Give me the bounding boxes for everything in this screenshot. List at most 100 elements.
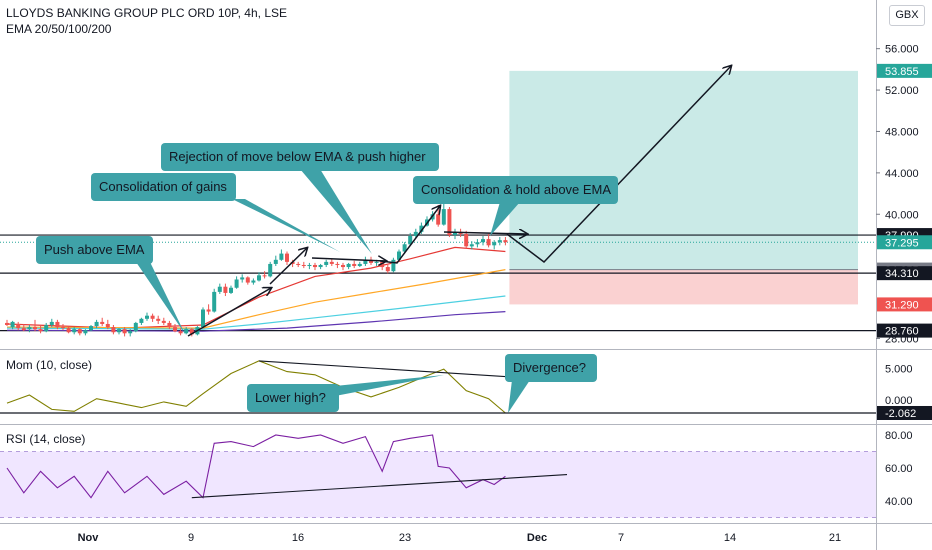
candle xyxy=(363,259,368,264)
price-axis: 56.00052.00048.00044.00040.00028.0005.00… xyxy=(876,44,932,508)
callout-box xyxy=(161,143,439,171)
price-tick-label: 56.000 xyxy=(885,44,919,56)
callout-divergence: Divergence? xyxy=(513,360,586,375)
callout-box xyxy=(36,236,153,264)
candle xyxy=(374,261,379,263)
trend-arrow xyxy=(443,232,527,234)
callout-box xyxy=(413,176,618,204)
callout-push-above-ema: Push above EMA xyxy=(44,242,145,257)
candle xyxy=(329,261,334,264)
candle xyxy=(61,327,65,329)
target-zone xyxy=(509,70,858,270)
callout-tail xyxy=(300,169,372,254)
callout-consolidation-hold: Consolidation & hold above EMA xyxy=(421,182,611,197)
candle xyxy=(436,214,441,225)
candle xyxy=(497,240,502,243)
rsi-trendline xyxy=(191,474,568,499)
price-tag-line xyxy=(877,266,932,281)
time-tick-label: 9 xyxy=(188,532,194,544)
trend-arrow xyxy=(379,206,440,264)
candle xyxy=(49,321,54,326)
candle xyxy=(346,263,351,268)
candle xyxy=(268,263,273,277)
rsi-title: RSI (14, close) xyxy=(6,432,86,446)
candle xyxy=(503,240,508,243)
time-tick-label: 14 xyxy=(724,532,736,544)
candle xyxy=(397,251,401,260)
candle xyxy=(481,239,485,243)
time-tick-label: Nov xyxy=(78,532,100,544)
price-tick-label: 40.000 xyxy=(885,209,919,221)
candle xyxy=(391,259,396,272)
callout-lower-high: Lower high? xyxy=(255,390,326,405)
price-tag-last xyxy=(877,235,932,250)
time-tick-label: 7 xyxy=(618,532,624,544)
candle xyxy=(234,279,239,288)
candle xyxy=(357,263,362,267)
time-axis: Nov 9 16 23 Dec 7 14 21 xyxy=(78,532,842,544)
callout-box xyxy=(505,354,597,382)
candle xyxy=(240,277,245,280)
candle xyxy=(167,322,172,328)
rsi-pane xyxy=(0,434,876,518)
candle xyxy=(318,264,323,268)
candle xyxy=(105,323,110,328)
rsi-tick-label: 40.00 xyxy=(885,496,913,508)
candle xyxy=(223,286,228,293)
candle xyxy=(341,264,345,268)
price-tag-label: 28.760 xyxy=(885,326,919,338)
candle xyxy=(21,328,26,331)
currency-button[interactable]: GBX xyxy=(889,5,925,26)
candle xyxy=(178,331,183,334)
candle xyxy=(77,329,82,334)
momentum-pane xyxy=(0,360,876,414)
callouts: Push above EMA Consolidation of gains Reje… xyxy=(36,143,618,413)
candle xyxy=(122,329,127,334)
mom-value-tag xyxy=(877,405,932,420)
candle xyxy=(296,263,301,265)
candle xyxy=(441,209,446,225)
callout-tail xyxy=(508,380,530,413)
candle xyxy=(55,321,60,328)
candle xyxy=(486,239,491,246)
candle xyxy=(128,331,133,334)
candle xyxy=(408,236,413,245)
candle xyxy=(307,264,312,267)
candle xyxy=(27,327,32,330)
chart-title: LLOYDS BANKING GROUP PLC ORD 10P, 4h, LS… xyxy=(6,6,288,20)
candle xyxy=(111,327,116,333)
price-tag-line xyxy=(877,323,932,338)
trend-arrow xyxy=(269,248,307,285)
time-tick-label: Dec xyxy=(527,532,547,544)
ema-line-1 xyxy=(6,246,506,329)
candle xyxy=(38,329,43,332)
candle xyxy=(173,327,177,332)
trend-arrow xyxy=(187,288,271,337)
candle xyxy=(83,330,88,334)
candle xyxy=(301,264,306,267)
callout-tail xyxy=(335,375,444,396)
candle xyxy=(184,329,189,334)
rsi-tick-label: 60.00 xyxy=(885,463,913,475)
candle xyxy=(72,329,77,333)
candle xyxy=(279,253,284,260)
price-tag-label: 31.290 xyxy=(885,299,919,311)
drawings xyxy=(187,66,731,337)
rsi-band xyxy=(0,451,876,518)
candle xyxy=(324,261,329,265)
candle xyxy=(251,280,256,283)
candle xyxy=(385,267,390,272)
mom-tick-label: 0.000 xyxy=(885,395,913,407)
candle xyxy=(161,320,166,323)
callout-tail xyxy=(232,199,340,252)
candle xyxy=(285,253,289,262)
time-tick-label: 23 xyxy=(399,532,411,544)
candle xyxy=(16,323,21,329)
candle xyxy=(212,291,217,312)
candle xyxy=(262,275,267,277)
callout-rejection: Rejection of move below EMA & push highe… xyxy=(169,149,426,164)
callout-tail xyxy=(136,262,185,334)
candle xyxy=(380,261,385,268)
callout-consolidation-gains: Consolidation of gains xyxy=(99,179,227,194)
candle xyxy=(133,322,138,332)
